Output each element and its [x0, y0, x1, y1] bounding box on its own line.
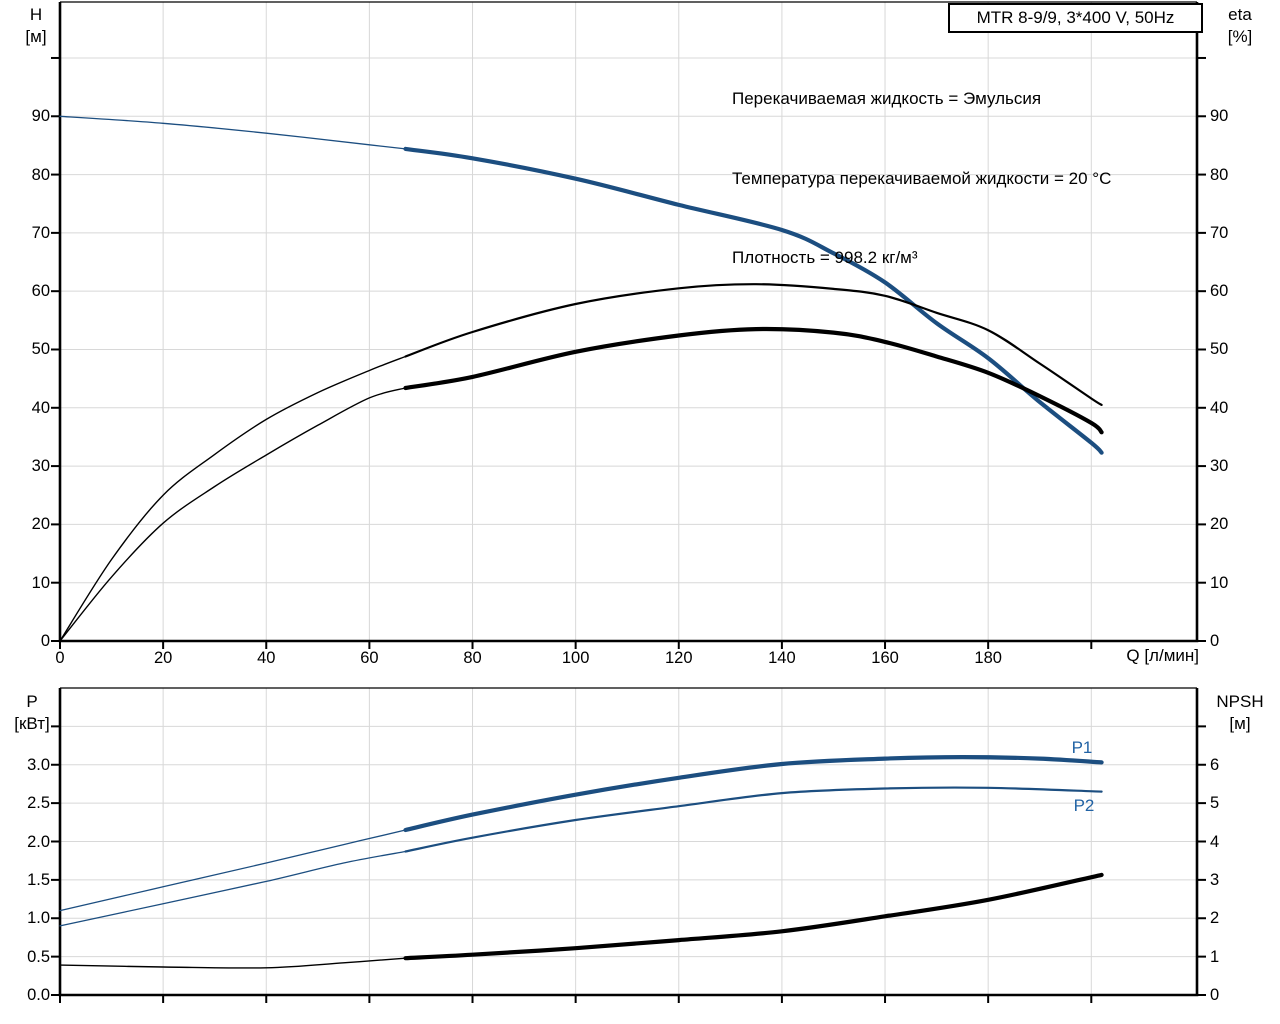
x-tick-label: 0	[55, 649, 65, 667]
y-left-tick-label: 10	[31, 573, 50, 592]
power-axis-title: P [кВт]	[14, 692, 50, 733]
annotation-liquid: Перекачиваемая жидкость = Эмульсия	[732, 89, 1042, 108]
y-right-tick-label: 80	[1210, 165, 1229, 184]
y-right-tick-label: 2	[1210, 909, 1220, 928]
y-left-tick-label: 80	[31, 165, 50, 184]
y-right-tick-label: 0	[1210, 632, 1220, 650]
annotation-temperature: Температура перекачиваемой жидкости = 20…	[732, 168, 1112, 188]
eta-axis-title: eta [%]	[1227, 5, 1253, 46]
y-left-tick-label: 0	[40, 632, 50, 650]
annotation-density: Плотность = 998.2 кг/м³	[732, 248, 918, 267]
y-right-tick-label: 3	[1210, 870, 1220, 889]
npsh-axis-title: NPSH [м]	[1216, 692, 1264, 733]
y-right-tick-label: 60	[1210, 282, 1229, 301]
x-tick-label: 100	[561, 649, 590, 667]
head-axis-title: H [м]	[25, 5, 47, 46]
y-left-tick-label: 1.0	[27, 909, 50, 928]
p2-curve-label: P2	[1073, 796, 1095, 815]
y-right-tick-label: 20	[1210, 515, 1229, 534]
y-left-tick-label: 2.0	[27, 832, 50, 851]
y-right-tick-label: 5	[1210, 794, 1220, 813]
y-right-tick-label: 1	[1210, 947, 1220, 966]
x-tick-label: 160	[871, 649, 899, 667]
y-right-tick-label: 70	[1210, 223, 1229, 242]
y-right-tick-label: 30	[1210, 457, 1229, 476]
liquid-annotations: Перекачиваемая жидкость = Эмульсия Темпе…	[732, 33, 1111, 325]
y-right-tick-label: 90	[1210, 107, 1229, 126]
y-left-tick-label: 90	[31, 107, 50, 126]
pump-model-title: MTR 8-9/9, 3*400 V, 50Hz	[948, 3, 1203, 33]
x-tick-label: 180	[974, 649, 1002, 667]
x-tick-label: 80	[463, 649, 482, 667]
flow-axis-label: Q [л/мин]	[1126, 646, 1199, 665]
y-right-tick-label: 0	[1210, 986, 1220, 1004]
y-left-tick-label: 2.5	[27, 794, 50, 813]
x-tick-label: 120	[665, 649, 693, 667]
y-right-tick-label: 10	[1210, 573, 1229, 592]
y-left-tick-label: 1.5	[27, 870, 50, 889]
x-tick-label: 40	[257, 649, 276, 667]
p1-curve-label: P1	[1071, 738, 1093, 757]
x-tick-label: 140	[768, 649, 796, 667]
x-tick-label: 60	[360, 649, 379, 667]
y-left-tick-label: 30	[31, 457, 50, 476]
y-left-tick-label: 40	[31, 398, 50, 417]
y-left-tick-label: 50	[31, 340, 50, 359]
y-left-tick-label: 60	[31, 282, 50, 301]
y-right-tick-label: 40	[1210, 398, 1229, 417]
y-left-tick-label: 0.0	[27, 986, 50, 1004]
y-right-tick-label: 4	[1210, 832, 1220, 851]
y-right-tick-label: 6	[1210, 755, 1220, 774]
y-left-tick-label: 70	[31, 223, 50, 242]
y-left-tick-label: 20	[31, 515, 50, 534]
y-right-tick-label: 50	[1210, 340, 1229, 359]
y-left-tick-label: 0.5	[27, 947, 50, 966]
x-tick-label: 20	[153, 649, 173, 667]
y-left-tick-label: 3.0	[27, 755, 50, 774]
